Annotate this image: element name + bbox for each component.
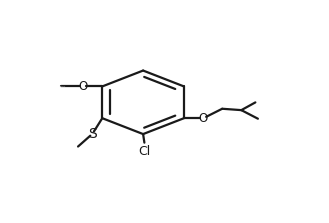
Text: S: S: [88, 127, 96, 141]
Text: methoxy: methoxy: [60, 85, 66, 87]
Text: Cl: Cl: [138, 145, 150, 158]
Text: O: O: [79, 80, 88, 93]
Text: O: O: [198, 112, 208, 125]
